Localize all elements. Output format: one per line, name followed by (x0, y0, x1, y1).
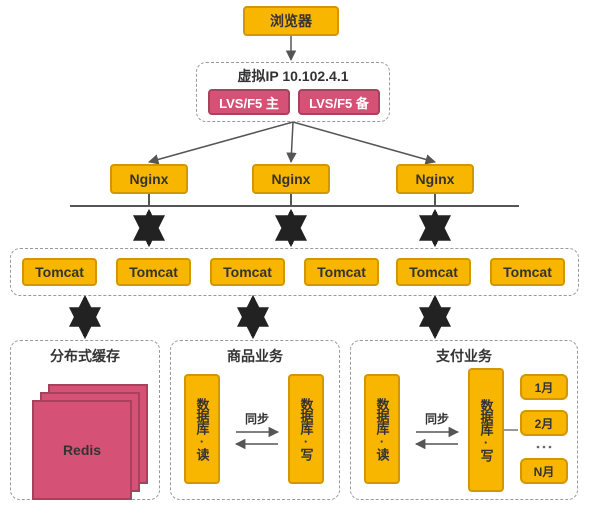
vip-title: 虚拟IP 10.102.4.1 (196, 66, 390, 86)
nginx-box: Nginx (110, 164, 188, 194)
redis-card: Redis (32, 400, 132, 500)
lvs-primary-box: LVS/F5 主 (208, 89, 290, 115)
pay-sync-label: 同步 (412, 410, 462, 427)
tomcat-box: Tomcat (304, 258, 379, 286)
lvs-backup-box: LVS/F5 备 (298, 89, 380, 115)
pay-db-read: 数据库·读 (364, 374, 400, 484)
product-db-write: 数据库·写 (288, 374, 324, 484)
tomcat-box: Tomcat (210, 258, 285, 286)
product-db-read: 数据库·读 (184, 374, 220, 484)
product-db-read-label: 数据库·读 (196, 398, 209, 460)
pay-db-write-label: 数据库·写 (480, 399, 493, 461)
month-box: N月 (520, 458, 568, 484)
nginx-box: Nginx (252, 164, 330, 194)
pay-db-read-label: 数据库·读 (376, 398, 389, 460)
tomcat-box: Tomcat (396, 258, 471, 286)
group-title-pay: 支付业务 (350, 346, 578, 366)
tomcat-box: Tomcat (22, 258, 97, 286)
browser-box: 浏览器 (243, 6, 339, 36)
group-title-product: 商品业务 (170, 346, 340, 366)
tomcat-box: Tomcat (490, 258, 565, 286)
month-box: 1月 (520, 374, 568, 400)
tomcat-box: Tomcat (116, 258, 191, 286)
redis-stack: Redis (32, 384, 148, 500)
month-box: 2月 (520, 410, 568, 436)
product-sync-label: 同步 (232, 410, 282, 427)
product-db-write-label: 数据库·写 (300, 398, 313, 460)
pay-db-write: 数据库·写 (468, 368, 504, 492)
group-title-cache: 分布式缓存 (10, 346, 160, 366)
nginx-box: Nginx (396, 164, 474, 194)
